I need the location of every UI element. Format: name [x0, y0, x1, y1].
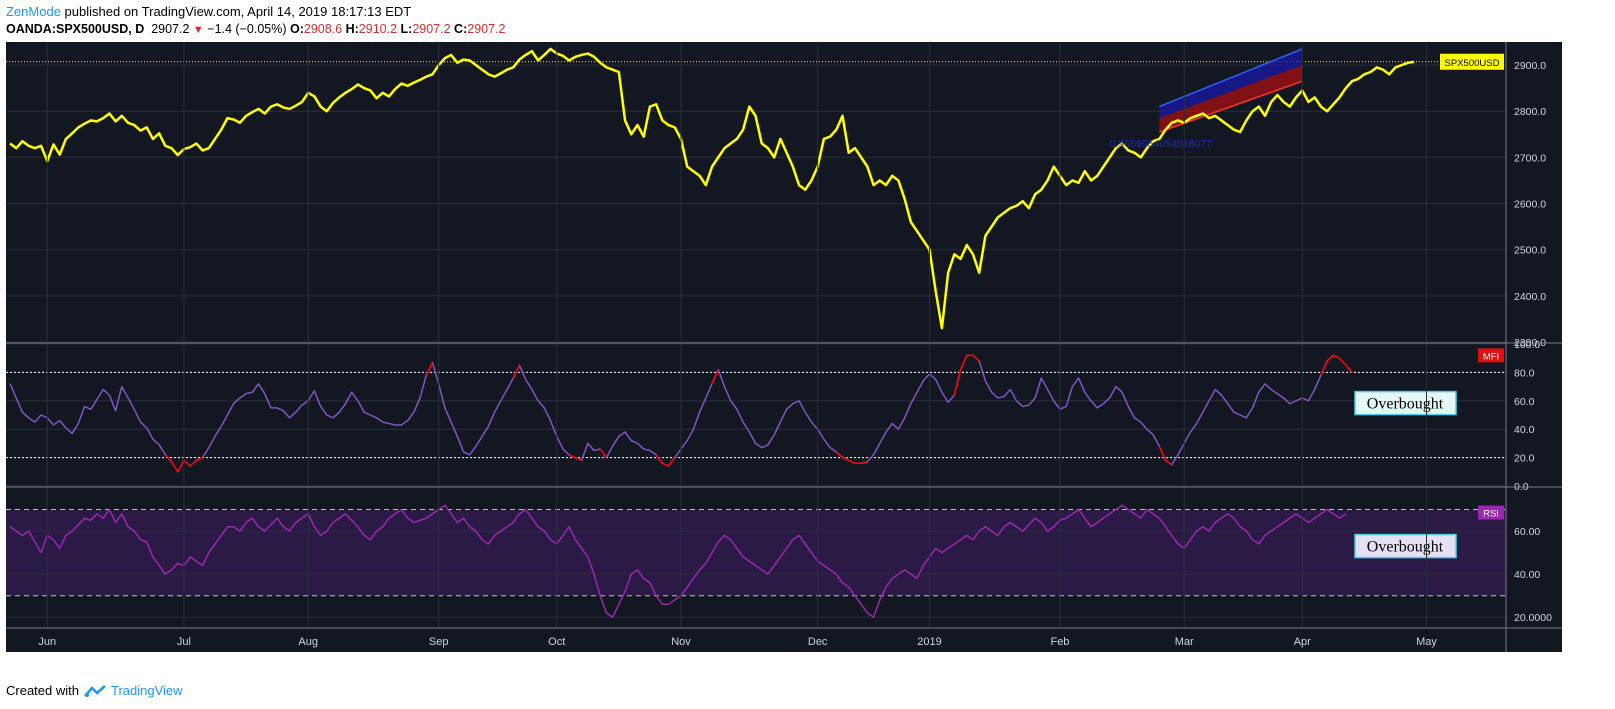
mfi-extreme-segment	[164, 454, 173, 463]
x-tick-label: Apr	[1294, 636, 1311, 648]
close-label: C:	[454, 22, 468, 36]
mfi-extreme-segment	[170, 461, 179, 473]
mfi-extreme-segment	[1158, 445, 1167, 461]
publish-text: published on TradingView.com, April 14, …	[64, 4, 412, 19]
tradingview-logo-icon	[84, 684, 106, 697]
symbol-label: OANDA:SPX500USD, D	[6, 22, 145, 36]
mfi-extreme-segment	[667, 457, 676, 467]
footer: Created with TradingView	[6, 683, 183, 698]
high-label: H:	[345, 22, 359, 36]
high-value: 2910.2	[358, 22, 398, 36]
x-tick-label: Sep	[429, 636, 449, 648]
rsi-annotation-box	[1354, 533, 1457, 559]
x-tick-label: Aug	[298, 636, 318, 648]
mfi-extreme-segment	[196, 456, 203, 462]
mfi-extreme-segment	[662, 462, 669, 467]
y-tick-label: 60.00	[1514, 526, 1540, 538]
y-tick-label: 2900.0	[1514, 60, 1546, 72]
y-tick-label: 40.00	[1514, 569, 1540, 581]
last-price: 2907.2	[151, 22, 190, 36]
y-tick-label: 40.0	[1514, 424, 1535, 436]
mfi-extreme-segment	[1345, 364, 1353, 373]
price-pane[interactable]: 2900.02800.02700.02600.02500.02400.02300…	[6, 47, 1546, 349]
mfi-annotation-text: Overbought	[1367, 396, 1444, 413]
low-label: L:	[400, 22, 413, 36]
mfi-extreme-segment	[711, 369, 719, 385]
y-tick-label: 2800.0	[1514, 106, 1546, 118]
x-tick-label: Dec	[808, 636, 828, 648]
rsi-badge-label: RSI	[1483, 509, 1499, 520]
y-tick-label: 60.0	[1514, 396, 1535, 408]
mfi-extreme-segment	[425, 362, 434, 376]
price-change: −1.4 (−0.05%)	[207, 22, 287, 36]
mfi-extreme-segment	[959, 355, 968, 370]
ohlc-legend: OANDA:SPX500USD, D 2907.2 ▼ −1.4 (−0.05%…	[6, 22, 505, 36]
axes: Jun Jul Aug Sep Oct Nov Dec 2019 Feb Mar Apr May	[6, 42, 1562, 652]
mfi-badge	[1478, 348, 1504, 363]
y-tick-label: 80.0	[1514, 367, 1535, 379]
x-tick-label: Jul	[177, 636, 191, 648]
mfi-extreme-segment	[860, 461, 868, 465]
mfi-extreme-segment	[189, 459, 197, 467]
tradingview-brand[interactable]: TradingView	[110, 683, 183, 698]
down-triangle-icon: ▼	[192, 24, 204, 36]
x-tick-label: Jun	[38, 636, 56, 648]
y-tick-label: 20.0000	[1514, 612, 1552, 624]
x-tick-label: Nov	[671, 636, 691, 648]
x-tick-label: Feb	[1050, 636, 1069, 648]
rsi-annotation-text: Overbought	[1367, 539, 1444, 556]
mfi-extreme-segment	[1338, 357, 1347, 366]
x-tick-label: Mar	[1175, 636, 1194, 648]
y-tick-label: 2500.0	[1514, 245, 1546, 257]
rsi-series-line	[9, 504, 1347, 618]
open-value: 2908.6	[303, 22, 343, 36]
price-series-line	[9, 47, 1415, 330]
close-value: 2907.2	[467, 22, 506, 36]
series-label-badge	[1440, 53, 1504, 70]
mfi-extreme-segment	[1320, 360, 1328, 376]
author-link[interactable]: ZenMode	[6, 4, 61, 19]
channel-correlation-label: 0.9659554054048077	[1110, 138, 1212, 150]
mfi-extreme-segment	[972, 354, 980, 362]
y-tick-label: 2600.0	[1514, 199, 1546, 211]
y-tick-label: 20.0	[1514, 453, 1535, 465]
mfi-extreme-segment	[1165, 459, 1173, 466]
mfi-extreme-segment	[512, 364, 521, 379]
y-tick-label: 2700.0	[1514, 152, 1546, 164]
mfi-extreme-segment	[1326, 354, 1334, 362]
series-label-text: SPX500USD	[1445, 58, 1500, 69]
x-tick-label: 2019	[917, 636, 941, 648]
mfi-extreme-segment	[177, 460, 185, 473]
chart-canvas[interactable]: 2900.02800.02700.02600.02500.02400.02300…	[0, 0, 1615, 680]
mfi-annotation-box	[1354, 390, 1457, 416]
mfi-extreme-segment	[842, 456, 850, 462]
mfi-extreme-segment	[953, 369, 962, 396]
publish-info: ZenMode published on TradingView.com, Ap…	[6, 4, 411, 19]
low-value: 2907.2	[412, 22, 451, 36]
mfi-extreme-segment	[183, 459, 191, 467]
mfi-extreme-segment	[1333, 354, 1340, 359]
rsi-badge	[1478, 505, 1504, 520]
rsi-pane[interactable]: 60.00 40.00 20.0000 RSI Overbought	[6, 504, 1552, 624]
created-with-text: Created with	[6, 683, 79, 698]
x-tick-label: May	[1416, 636, 1437, 648]
mfi-badge-label: MFI	[1483, 351, 1499, 362]
mfi-extreme-segment	[835, 451, 844, 459]
rsi-band-fill	[6, 509, 1506, 596]
mfi-extreme-segment	[575, 456, 582, 462]
channel-upper-fill	[1159, 48, 1303, 119]
y-tick-label: 100.0	[1514, 339, 1540, 351]
y-tick-label: 2400.0	[1514, 291, 1546, 303]
mfi-extreme-segment	[848, 459, 856, 464]
open-label: O:	[289, 22, 304, 36]
mfi-extreme-segment	[599, 448, 608, 459]
x-tick-label: Oct	[548, 636, 565, 648]
mfi-extreme-segment	[655, 454, 663, 464]
mfi-extreme-segment	[568, 454, 576, 459]
channel-upper-line	[1159, 48, 1303, 108]
